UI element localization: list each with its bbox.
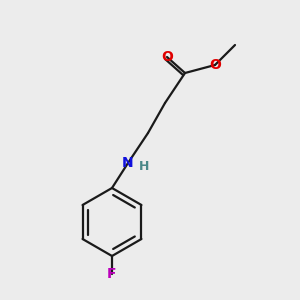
Text: H: H	[139, 160, 149, 173]
Text: O: O	[209, 58, 221, 72]
Text: F: F	[107, 267, 117, 281]
Text: N: N	[122, 156, 134, 170]
Text: O: O	[161, 50, 173, 64]
